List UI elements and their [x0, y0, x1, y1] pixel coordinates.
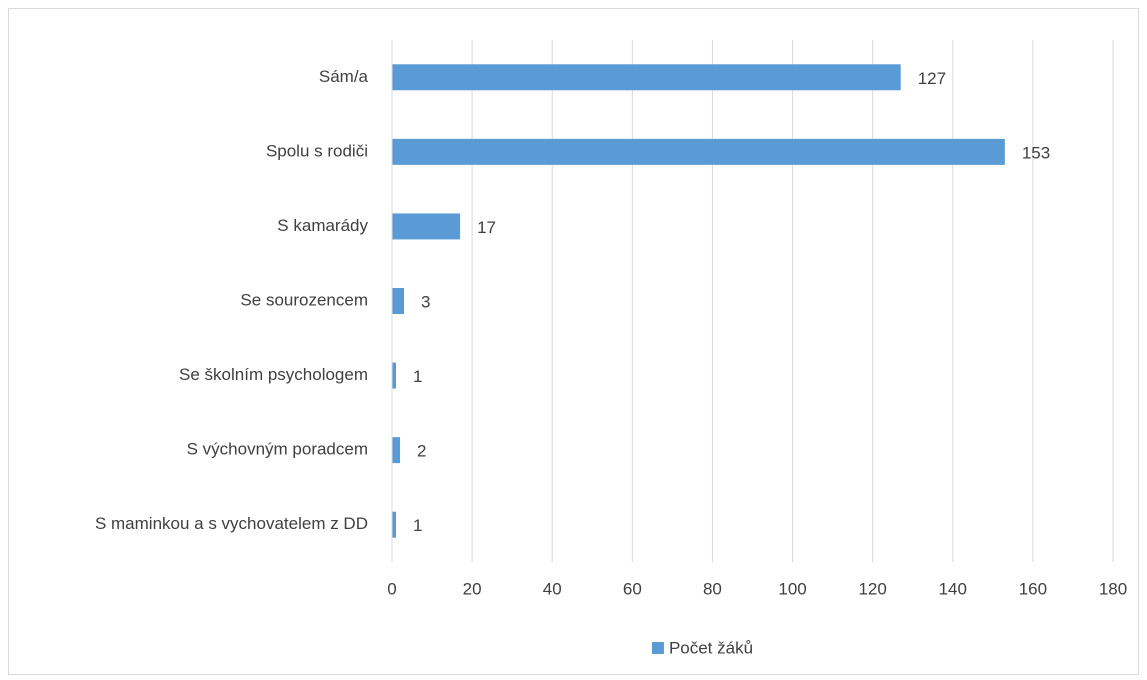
x-tick-label: 140	[939, 579, 967, 598]
x-tick-label: 180	[1099, 579, 1127, 598]
bar	[392, 362, 397, 389]
bar	[392, 138, 1005, 165]
x-tick-label: 120	[858, 579, 886, 598]
y-tick-label: Se sourozencem	[240, 290, 368, 309]
value-label: 127	[918, 69, 946, 88]
chart-border	[8, 8, 1139, 675]
bar	[392, 213, 461, 240]
value-label: 1	[413, 367, 422, 386]
y-tick-label: S kamarády	[277, 216, 368, 235]
value-label: 1	[413, 516, 422, 535]
x-tick-label: 160	[1019, 579, 1047, 598]
y-tick-label: S výchovným poradcem	[187, 440, 368, 459]
x-tick-label: 100	[778, 579, 806, 598]
bar	[392, 511, 397, 538]
x-tick-label: 80	[703, 579, 722, 598]
y-tick-label: S maminkou a s vychovatelem z DD	[95, 514, 368, 533]
bar	[392, 437, 401, 464]
x-tick-label: 20	[463, 579, 482, 598]
x-tick-label: 0	[387, 579, 396, 598]
value-label: 2	[417, 442, 426, 461]
x-tick-label: 60	[623, 579, 642, 598]
value-label: 3	[421, 292, 430, 311]
value-label: 17	[477, 218, 496, 237]
y-tick-label: Spolu s rodiči	[266, 141, 368, 160]
bar	[392, 64, 901, 91]
x-tick-label: 40	[543, 579, 562, 598]
legend-label: Počet žáků	[669, 638, 753, 657]
y-tick-label: Se školním psychologem	[179, 365, 368, 384]
value-label: 153	[1022, 143, 1050, 162]
bar	[392, 288, 405, 314]
legend-swatch	[651, 642, 664, 654]
y-tick-label: Sám/a	[319, 67, 369, 86]
